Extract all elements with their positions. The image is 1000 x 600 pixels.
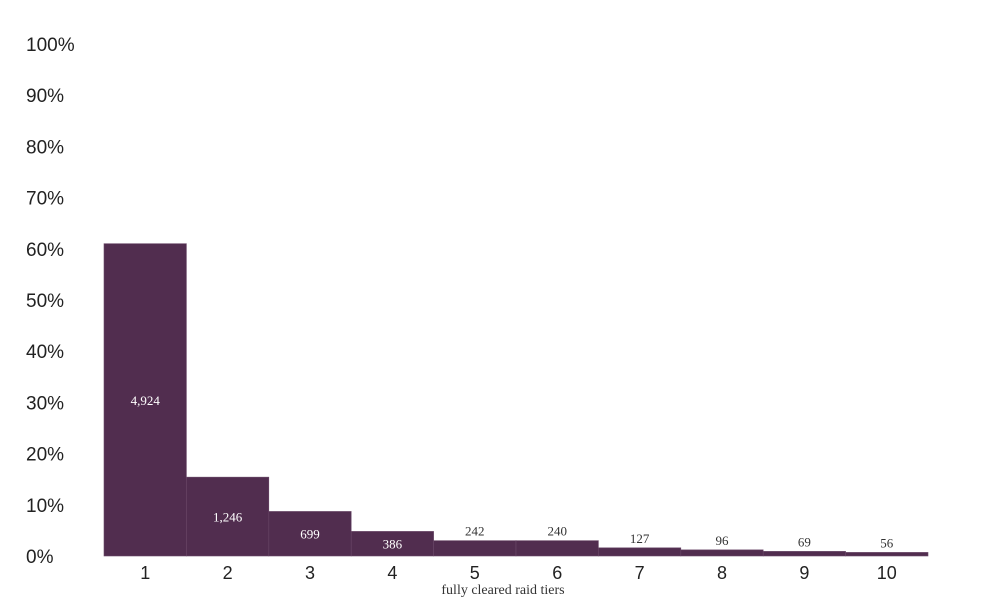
- y-tick-label: 50%: [26, 291, 64, 312]
- bars: [103, 243, 929, 557]
- bar: [845, 552, 929, 557]
- y-tick-label: 70%: [26, 189, 64, 210]
- y-tick-label: 30%: [26, 393, 64, 414]
- bar: [268, 511, 352, 557]
- data-label: 699: [300, 527, 320, 542]
- bar: [762, 551, 846, 557]
- x-tick-label: 2: [223, 563, 233, 583]
- bar: [598, 547, 682, 557]
- x-tick-label: 7: [635, 563, 645, 583]
- x-axis: 1 2 3 4 5 6 7 8 9 10: [140, 563, 897, 583]
- data-label: 56: [880, 535, 894, 550]
- x-tick-label: 4: [387, 563, 397, 583]
- x-tick-label: 8: [717, 563, 727, 583]
- data-labels: 4,924 1,246 699 386 242 240 127 96 69 56: [131, 393, 894, 552]
- bar: [350, 531, 434, 557]
- data-label: 4,924: [131, 393, 161, 408]
- x-axis-label: fully cleared raid tiers: [441, 583, 564, 598]
- y-tick-label: 10%: [26, 496, 64, 517]
- x-tick-label: 10: [877, 563, 897, 583]
- x-tick-label: 9: [799, 563, 809, 583]
- x-tick-label: 1: [140, 563, 150, 583]
- bar: [103, 243, 187, 557]
- y-tick-label: 0%: [26, 547, 54, 568]
- data-label: 242: [465, 524, 485, 539]
- y-tick-label: 100%: [26, 35, 75, 56]
- x-tick-label: 3: [305, 563, 315, 583]
- y-tick-label: 60%: [26, 240, 64, 261]
- x-tick-label: 6: [552, 563, 562, 583]
- data-label: 96: [716, 533, 730, 548]
- bar: [515, 540, 599, 557]
- y-tick-label: 80%: [26, 137, 64, 158]
- y-tick-label: 40%: [26, 342, 64, 363]
- data-label: 69: [798, 534, 811, 549]
- data-label: 240: [547, 524, 567, 539]
- y-tick-label: 90%: [26, 86, 64, 107]
- data-label: 127: [630, 531, 650, 546]
- bar: [680, 549, 764, 557]
- y-axis: 0% 10% 20% 30% 40% 50% 60% 70% 80% 90% 100%: [26, 35, 75, 568]
- bar: [186, 476, 270, 557]
- data-label: 1,246: [213, 510, 243, 525]
- data-label: 386: [383, 537, 403, 552]
- y-tick-label: 20%: [26, 445, 64, 466]
- bar: [433, 540, 517, 557]
- x-tick-label: 5: [470, 563, 480, 583]
